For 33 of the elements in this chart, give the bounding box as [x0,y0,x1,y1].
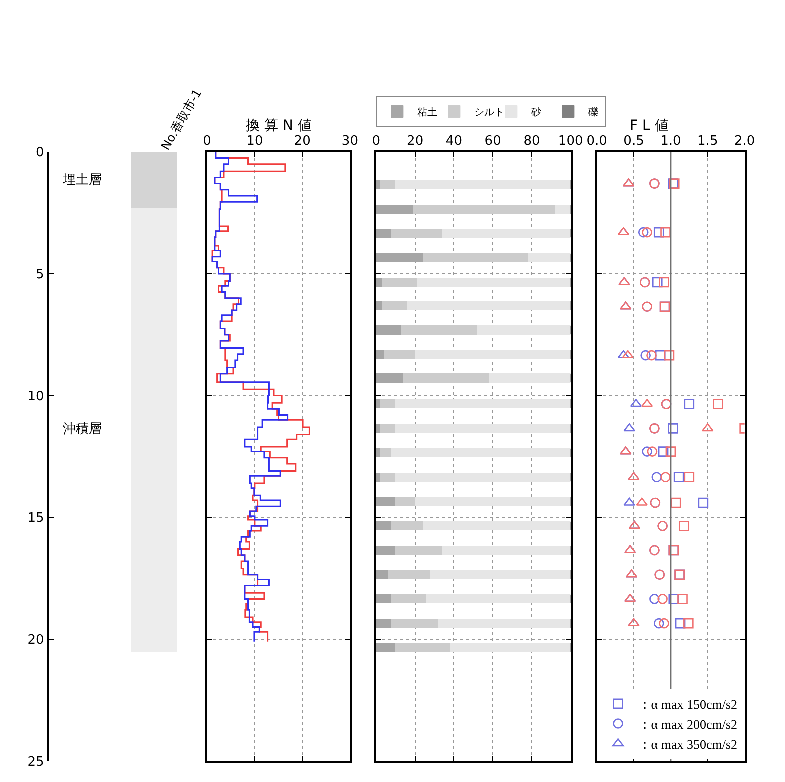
x-tick-label: 20 [294,134,311,149]
legend-label: ：α max 350cm/s2 [638,736,738,752]
legend-label: 粘土 [417,106,438,119]
x-tick-label: 0.5 [624,134,644,149]
x-tick-label: 0 [372,134,381,149]
y-tick-label: 0 [36,146,44,161]
y-tick-label: 15 [28,511,44,526]
x-tick-label: 80 [524,134,540,149]
x-tick-label: 60 [484,134,502,149]
x-tick-label: 40 [446,134,462,149]
y-tick-label: 25 [28,754,44,770]
chart-title: 換 算 N 値 [246,118,312,134]
x-tick-label: 10 [246,134,264,149]
chart-title: F L 値 [630,118,669,134]
legend-label: ：α max 200cm/s2 [638,716,738,732]
x-tick-label: 20 [407,134,424,149]
text: 埋土層 [62,173,102,188]
x-tick-label: 30 [342,134,358,149]
x-tick-label: 1.5 [698,134,718,149]
x-tick-label: 100 [558,134,584,149]
x-tick-label: 1.0 [660,134,682,149]
text: 沖積層 [63,422,102,437]
legend-label: ：α max 150cm/s2 [638,696,738,712]
x-tick-label: 2.0 [734,134,756,149]
legend-label: 砂 [530,106,542,119]
y-tick-label: 10 [28,389,44,404]
chart-title: No.香取市-1 [158,86,205,153]
x-tick-label: 0 [203,134,212,149]
legend-label: 礫 [587,106,598,119]
legend-label: シルト [474,108,504,119]
y-tick-label: 20 [28,632,44,648]
y-tick-label: 5 [36,268,44,283]
x-tick-label: 0.0 [586,134,608,149]
